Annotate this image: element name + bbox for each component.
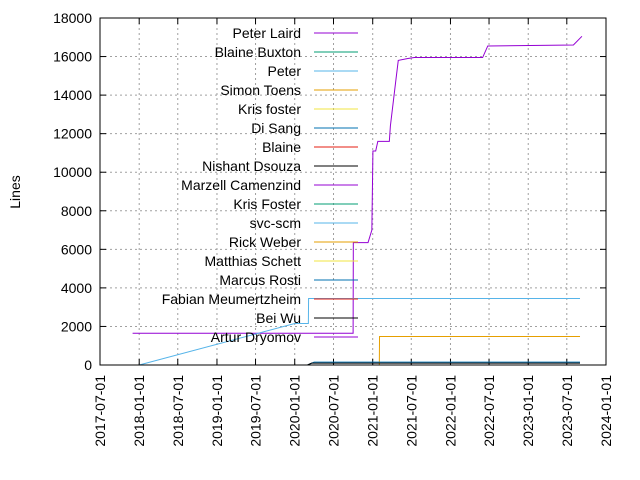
x-tick-label: 2024-01-01 (598, 375, 614, 447)
y-axis-label: Lines (7, 175, 23, 208)
legend-label-peter: Peter (268, 63, 302, 79)
grid-lines (100, 18, 606, 365)
legend-label-kris-foster: Kris Foster (233, 196, 301, 212)
y-tick-label: 16000 (53, 49, 92, 65)
legend-label-nishant-dsouza: Nishant Dsouza (202, 158, 301, 174)
legend-label-artur-dryomov: Artur Dryomov (211, 329, 301, 345)
legend-label-blaine: Blaine (262, 139, 301, 155)
x-tick-label: 2019-01-01 (209, 375, 225, 447)
y-tick-label: 8000 (61, 203, 92, 219)
legend-label-blaine-buxton: Blaine Buxton (215, 44, 301, 60)
y-tick-label: 6000 (61, 241, 92, 257)
legend-label-di-sang: Di Sang (251, 120, 301, 136)
x-tick-label: 2020-01-01 (287, 375, 303, 447)
series-lines (132, 35, 583, 366)
x-tick-label: 2023-01-01 (520, 375, 536, 447)
y-tick-label: 0 (84, 357, 92, 373)
x-tick-label: 2018-07-01 (170, 375, 186, 447)
legend-label-peter-laird: Peter Laird (233, 25, 301, 41)
y-tick-label: 4000 (61, 280, 92, 296)
x-tick-label: 2021-01-01 (365, 375, 381, 447)
x-tick-label: 2022-07-01 (481, 375, 497, 447)
legend-label-kris-foster: Kris foster (238, 101, 301, 117)
y-tick-label: 14000 (53, 87, 92, 103)
x-tick-label: 2018-01-01 (131, 375, 147, 447)
series-line-nishant-dsouza (307, 362, 581, 366)
legend-label-marcus-rosti: Marcus Rosti (219, 272, 301, 288)
x-tick-label: 2023-07-01 (559, 375, 575, 447)
y-axis-ticks: 0 2000 4000 6000 8000 10000 12000 14000 16000 180… (53, 10, 606, 373)
x-tick-label: 2017-07-01 (92, 375, 108, 447)
legend-label-marzell-camenzind: Marzell Camenzind (181, 177, 301, 193)
legend-label-matthias-schett: Matthias Schett (205, 253, 302, 269)
x-tick-label: 2019-07-01 (248, 375, 264, 447)
y-tick-label: 2000 (61, 318, 92, 334)
series-line-peter-laird (132, 35, 583, 334)
legend-label-fabian-meumertzheim: Fabian Meumertzheim (162, 291, 301, 307)
legend-label-svc-scm: svc-scm (250, 215, 301, 231)
y-tick-label: 10000 (53, 164, 92, 180)
legend-label-bei-wu: Bei Wu (256, 310, 301, 326)
x-tick-label: 2021-07-01 (403, 375, 419, 447)
plot-frame (99, 17, 607, 366)
x-axis-ticks: 2017-07-01 2018-01-01 2018-07-01 2019-01-01… (92, 18, 614, 447)
x-tick-label: 2020-07-01 (326, 375, 342, 447)
legend-label-rick-weber: Rick Weber (229, 234, 301, 250)
series-line-peter (139, 297, 581, 366)
y-tick-label: 12000 (53, 126, 92, 142)
legend-label-simon-toens: Simon Toens (220, 82, 301, 98)
legend: Peter Laird Blaine Buxton Peter Simon Toens… (162, 25, 358, 345)
x-tick-label: 2022-01-01 (442, 375, 458, 447)
y-tick-label: 18000 (53, 10, 92, 26)
